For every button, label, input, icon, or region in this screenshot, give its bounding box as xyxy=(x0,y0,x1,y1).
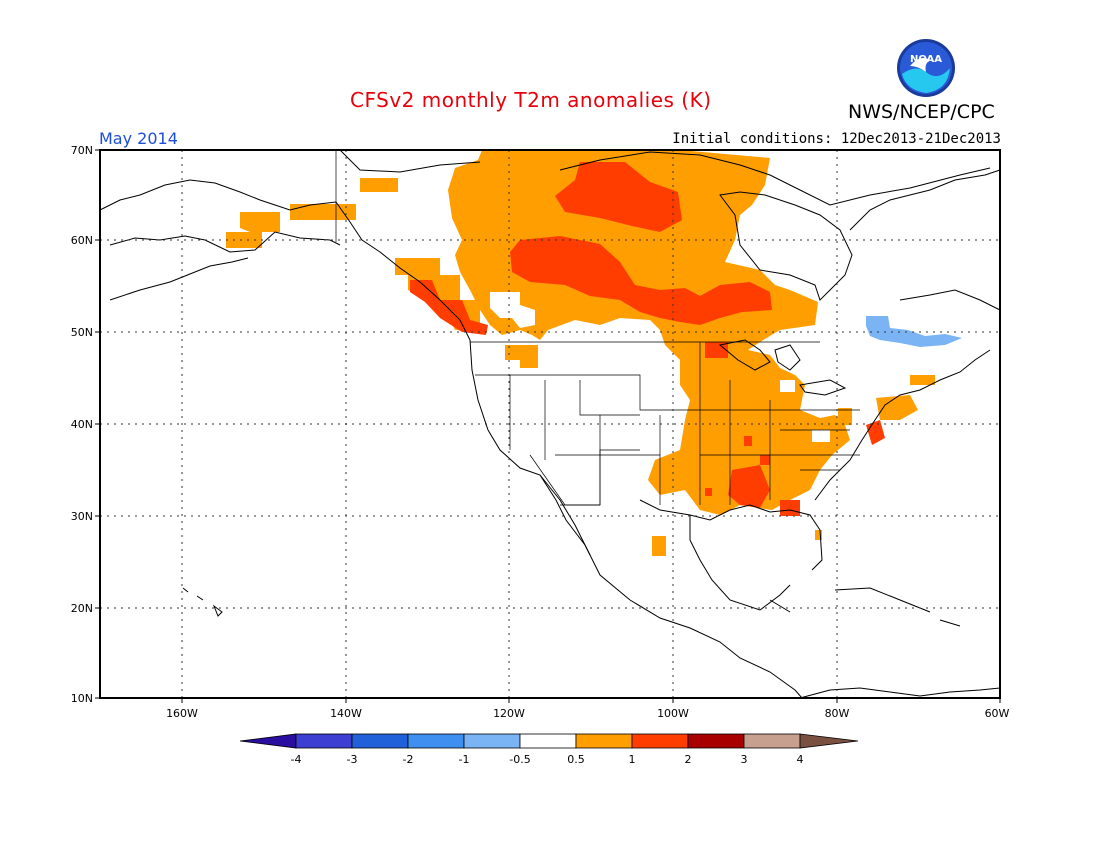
colorbar-label: 1 xyxy=(629,753,636,766)
colorbar-labels: -4 -3 -2 -1 -0.5 0.5 1 2 3 4 xyxy=(291,753,804,766)
lon-label: 80W xyxy=(825,707,850,720)
colorbar-label: -3 xyxy=(347,753,358,766)
colorbar-label: 2 xyxy=(685,753,692,766)
colorbar xyxy=(239,733,859,749)
graticule xyxy=(100,150,1000,698)
colorbar-bin xyxy=(463,733,521,749)
lat-label: 30N xyxy=(71,510,93,523)
anomaly-shading xyxy=(226,150,962,556)
map-title: CFSv2 monthly T2m anomalies (K) xyxy=(350,88,712,112)
lat-label: 50N xyxy=(71,326,93,339)
lon-label: 140W xyxy=(330,707,362,720)
colorbar-arrow-low xyxy=(239,733,297,749)
lon-label: 60W xyxy=(985,707,1010,720)
anomaly-1-2 xyxy=(410,162,885,516)
lon-labels: 160W 140W 120W 100W 80W 60W xyxy=(166,707,1009,720)
colorbar-bin xyxy=(743,733,801,749)
forecast-month: May 2014 xyxy=(99,129,178,148)
lat-label: 60N xyxy=(71,234,93,247)
lon-label: 160W xyxy=(166,707,198,720)
axis-ticks xyxy=(95,149,1001,703)
noaa-logo-icon: NOAA xyxy=(897,39,955,97)
political-borders xyxy=(335,150,860,506)
anomaly-neutral-holes xyxy=(490,292,830,442)
agency-label: NWS/NCEP/CPC xyxy=(848,101,995,123)
lat-label: 10N xyxy=(71,692,93,705)
initial-conditions: Initial conditions: 12Dec2013-21Dec2013 xyxy=(672,131,1001,147)
colorbar-arrow-high xyxy=(799,733,859,749)
colorbar-bin xyxy=(519,733,577,749)
colorbar-bin xyxy=(687,733,745,749)
colorbar-label: 3 xyxy=(741,753,748,766)
colorbar-label: -4 xyxy=(291,753,302,766)
lat-label: 40N xyxy=(71,418,93,431)
lat-label: 20N xyxy=(71,602,93,615)
coastlines xyxy=(99,149,1001,699)
colorbar-label: -0.5 xyxy=(509,753,530,766)
colorbar-bin xyxy=(631,733,689,749)
lat-labels: 70N 60N 50N 40N 30N 20N 10N xyxy=(71,144,93,705)
lat-label: 70N xyxy=(71,144,93,157)
colorbar-label: -1 xyxy=(459,753,470,766)
colorbar-label: -2 xyxy=(403,753,414,766)
svg-text:NOAA: NOAA xyxy=(910,54,942,65)
colorbar-label: 4 xyxy=(797,753,804,766)
colorbar-bin xyxy=(295,733,353,749)
colorbar-label: 0.5 xyxy=(567,753,585,766)
lon-label: 100W xyxy=(657,707,689,720)
colorbar-bin xyxy=(351,733,409,749)
anomaly-minus-0.5-minus-1 xyxy=(866,316,962,347)
colorbar-bin xyxy=(575,733,633,749)
lon-label: 120W xyxy=(493,707,525,720)
colorbar-bin xyxy=(407,733,465,749)
